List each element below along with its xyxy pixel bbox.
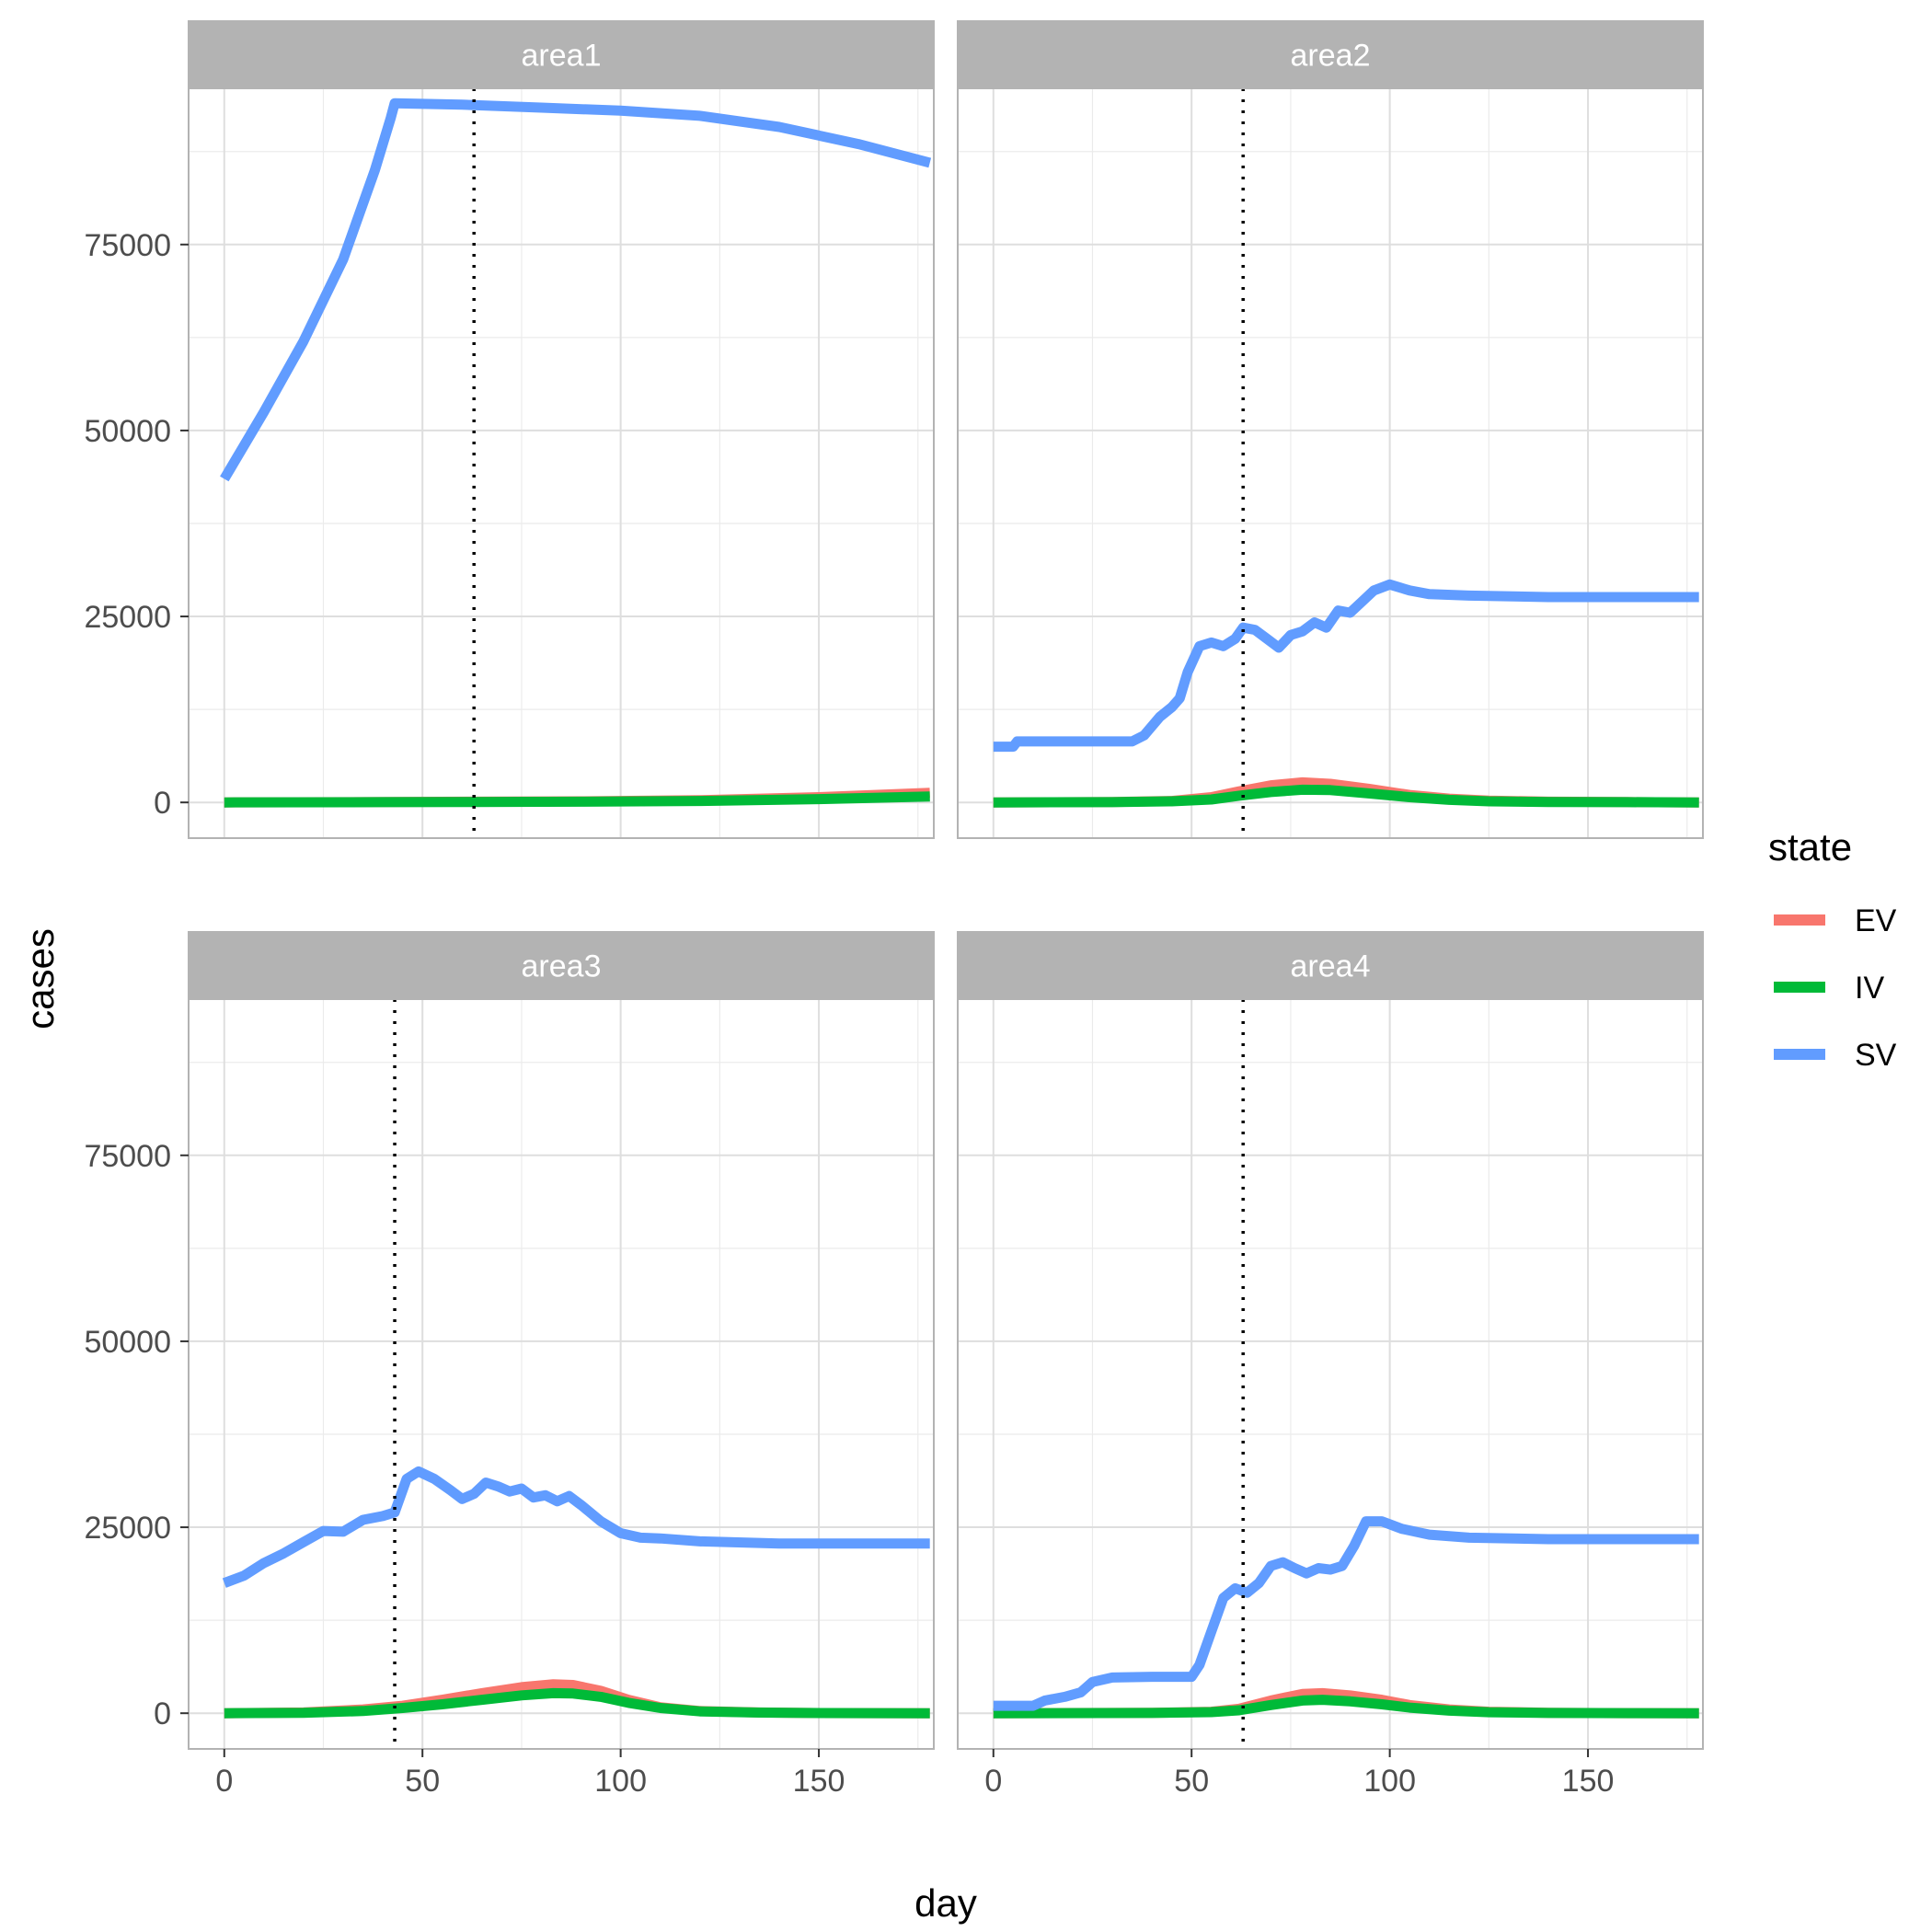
facet-strip: [957, 931, 1704, 1000]
facet-strip-label: area4: [1291, 949, 1371, 984]
legend-label-EV: EV: [1855, 903, 1897, 938]
x-tick-label: 50: [1174, 1764, 1209, 1799]
series-line-IV: [224, 791, 930, 808]
y-tick-label: 75000: [84, 1139, 171, 1174]
facet-panel-area4: area4 0 50 100 150: [957, 931, 1704, 1799]
legend: state EV IV SV: [1768, 825, 1897, 1073]
facet-strip-label: area3: [522, 949, 602, 984]
x-tick-label: 150: [1562, 1764, 1615, 1799]
y-tick-label: 25000: [84, 600, 171, 635]
y-tick-label: 50000: [84, 414, 171, 449]
panel-border: [188, 87, 935, 839]
panel-border: [188, 998, 935, 1750]
y-tick-label: 75000: [84, 228, 171, 263]
facet-panel-area3: area3 0 25000 50000 75000 0 50 100 150: [84, 931, 935, 1799]
facet-panels: area10250005000075000area2area3025000500…: [84, 20, 1704, 1799]
y-tick-label: 50000: [84, 1325, 171, 1360]
x-axis-title: day: [914, 1881, 977, 1925]
facet-strip: [957, 20, 1704, 89]
legend-label-IV: IV: [1855, 971, 1884, 1006]
y-tick-label: 0: [154, 1696, 171, 1731]
x-tick-label: 100: [594, 1764, 647, 1799]
series-line-IV: [993, 784, 1699, 808]
series-line-SV: [993, 579, 1699, 753]
y-axis-title: cases: [18, 928, 62, 1029]
panel-border: [957, 87, 1704, 839]
panel-border: [957, 998, 1704, 1750]
facet-panel-area2: area2: [957, 20, 1704, 839]
facet-panel-area1: area1 0 25000 50000 75000: [84, 20, 935, 839]
series-line-IV: [224, 1687, 930, 1719]
x-tick-label: 0: [984, 1764, 1002, 1799]
x-tick-label: 0: [215, 1764, 233, 1799]
x-tick-label: 100: [1363, 1764, 1416, 1799]
series-line-SV: [220, 98, 932, 482]
facet-strip: [188, 931, 935, 1000]
x-tick-label: 150: [793, 1764, 845, 1799]
y-tick-label: 0: [154, 786, 171, 821]
x-tick-label: 50: [405, 1764, 440, 1799]
legend-title: state: [1768, 825, 1852, 868]
series-line-SV: [993, 1516, 1699, 1711]
legend-label-SV: SV: [1855, 1038, 1897, 1073]
series-line-IV: [993, 1695, 1699, 1719]
facet-strip-label: area2: [1291, 39, 1371, 74]
series-line-SV: [222, 1466, 930, 1588]
y-tick-label: 25000: [84, 1511, 171, 1546]
facet-strip-label: area1: [522, 39, 602, 74]
facet-strip: [188, 20, 935, 89]
